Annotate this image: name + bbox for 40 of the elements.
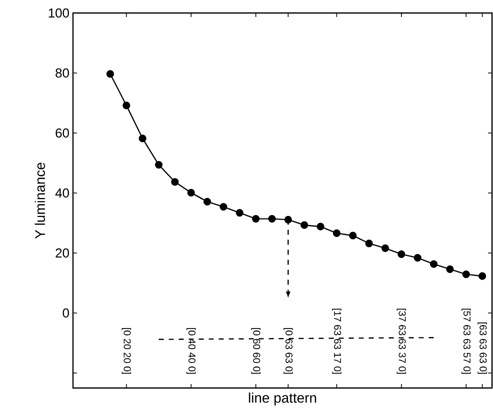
y-axis-title: Y luminance (34, 162, 46, 239)
x-tick-label: [0 40 40 0] (186, 328, 196, 374)
point (252, 215, 260, 223)
point (349, 232, 357, 240)
point (187, 188, 195, 196)
x-axis-title: line pattern (248, 392, 316, 406)
point (414, 254, 422, 262)
point (171, 178, 179, 186)
point (332, 229, 340, 237)
point (203, 198, 212, 206)
point (398, 250, 406, 258)
point (300, 221, 308, 229)
point (430, 260, 438, 268)
point (220, 203, 228, 211)
point (122, 102, 130, 110)
point (316, 222, 324, 230)
y-tick-label: 80 (56, 68, 69, 78)
point (365, 240, 373, 248)
y-tick-label: 60 (56, 128, 69, 138)
point (446, 265, 454, 273)
point (268, 215, 276, 223)
point (462, 270, 470, 278)
point (478, 272, 486, 280)
x-tick-label: [57 63 63 57 0] (461, 308, 471, 374)
point (106, 70, 114, 78)
point (236, 209, 244, 217)
x-tick-label: [0 60 60 0] (251, 328, 260, 374)
y-tick-label: 20 (56, 248, 69, 258)
x-tick-label: [0 63 63 0] (284, 328, 293, 374)
point (381, 244, 390, 252)
point (284, 216, 292, 224)
y-tick-label: 0 (62, 308, 69, 318)
point (138, 134, 146, 142)
x-tick-label: [63 63 63 0] (478, 322, 487, 374)
point (154, 161, 163, 169)
y-tick-label: 40 (55, 188, 69, 198)
x-tick-label: [0 20 20 0] (122, 328, 132, 374)
x-tick-label: [17 63 63 17 0] (332, 308, 342, 374)
x-tick-label: [37 63 63 37 0] (396, 308, 406, 374)
y-tick-label: 100 (48, 8, 69, 18)
